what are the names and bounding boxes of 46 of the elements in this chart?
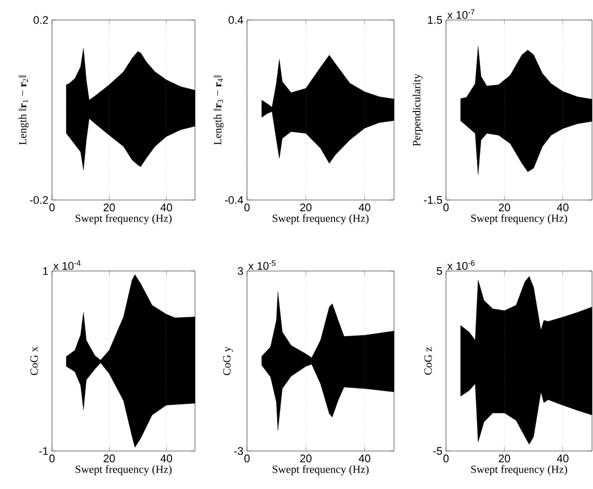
text: x 10$^{-5}$ [248,260,276,270]
y-tick-label: 1 [43,267,48,275]
x-tick-label: 20 [498,454,510,462]
x-tick-label: 20 [498,204,510,212]
y-axis-title: CoG y [223,346,233,376]
x-tick-label: 0 [49,204,55,212]
y-axis-title: CoG x [30,346,38,376]
text: x 10$^{-4}$ [53,260,81,270]
x-axis-title: Swept frequency (Hz) [272,465,369,476]
x-tick-label: 40 [556,454,568,462]
x-tick-label: 40 [358,204,370,212]
y-axis-title: CoG z [424,347,432,375]
y-tick-label: -1 [39,447,48,455]
x-axis-title: Swept frequency (Hz) [272,214,369,224]
x-tick-label: 20 [104,204,115,212]
x-tick-label: 40 [358,454,370,462]
y-tick-label: 5 [436,267,442,275]
y-tick-label: -0.4 [225,196,244,204]
y-tick-label: -3 [234,447,243,455]
y-axis-title: Length ‖r$_{1}$ − r$_{2}$‖ [18,76,29,145]
y-tick-label: -1.5 [424,196,442,204]
x-tick-label: 40 [160,454,172,462]
text: x 10$^{-6}$ [447,260,474,270]
x-tick-label: 0 [443,204,449,212]
x-tick-label: 0 [49,454,55,462]
x-tick-label: 20 [104,454,115,462]
y-tick-label: 3 [238,267,243,275]
y-axis-title: Length ‖r$_{3}$ − r$_{4}$‖ [214,76,224,145]
y-tick-label: -0.2 [30,196,48,204]
x-axis-title: Swept frequency (Hz) [76,214,172,224]
x-tick-label: 0 [244,454,250,462]
x-tick-label: 0 [244,204,250,212]
text: x 10$^{-7}$ [447,9,474,19]
x-tick-label: 20 [300,454,312,462]
y-tick-label: -5 [433,447,442,455]
x-tick-label: 20 [300,204,312,212]
y-tick-label: 1.5 [428,16,442,24]
x-axis-title: Swept frequency (Hz) [471,214,568,224]
x-tick-label: 40 [556,204,568,212]
x-tick-label: 0 [443,454,449,462]
y-tick-label: 0.4 [228,16,244,24]
x-axis-title: Swept frequency (Hz) [76,465,172,476]
x-tick-label: 40 [160,204,172,212]
y-axis-title: Perpendicularity [412,74,423,146]
y-tick-label: 0.2 [34,16,48,24]
x-axis-title: Swept frequency (Hz) [471,465,568,476]
